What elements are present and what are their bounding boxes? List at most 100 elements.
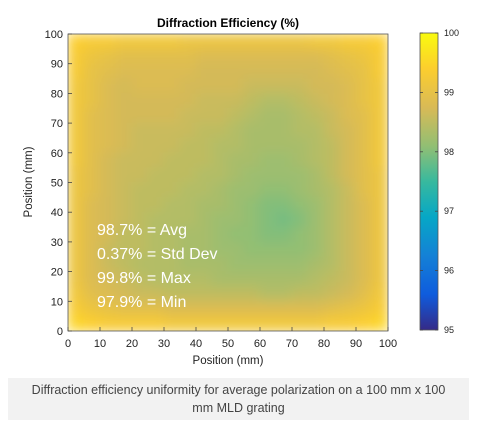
heatmap-cell	[323, 211, 341, 228]
heatmap-cell	[339, 152, 357, 169]
heatmap-cell	[195, 241, 213, 258]
heatmap-cell	[291, 92, 309, 109]
heatmap-cell	[307, 152, 325, 169]
heatmap-cell	[115, 271, 133, 287]
heatmap-cell	[163, 34, 181, 50]
heatmap-cell	[227, 78, 245, 94]
x-tick-label: 70	[286, 338, 298, 350]
heatmap-cell	[147, 137, 165, 154]
heatmap-cell	[371, 107, 388, 124]
heatmap-cell	[307, 63, 325, 80]
heatmap-cell	[179, 256, 197, 273]
heatmap-cell	[323, 107, 341, 124]
heatmap-cell	[307, 107, 325, 124]
heatmap-cell	[355, 34, 373, 50]
heatmap-cell	[227, 48, 245, 65]
heatmap-cell	[227, 211, 245, 228]
heatmap-cell	[307, 122, 325, 139]
heatmap-cell	[291, 122, 309, 139]
heatmap-cell	[179, 107, 197, 124]
heatmap-cell	[179, 285, 197, 302]
heatmap-cell	[291, 300, 309, 317]
heatmap-cell	[163, 315, 181, 331]
stat-annotation: 0.37% = Std Dev	[97, 246, 218, 263]
chart-title: Diffraction Efficiency (%)	[157, 16, 299, 30]
heatmap-cell	[131, 137, 149, 154]
heatmap-cell	[147, 271, 165, 287]
heatmap-cell	[211, 152, 229, 169]
heatmap-cell	[147, 107, 165, 124]
heatmap-cell	[307, 285, 325, 302]
heatmap-cell	[323, 167, 341, 183]
heatmap-cell	[195, 152, 213, 169]
colorbar-tick-label: 97	[444, 206, 454, 216]
heatmap-cell	[355, 315, 373, 331]
heatmap-cell	[68, 167, 85, 183]
heatmap-cell	[227, 226, 245, 243]
heatmap-cell	[339, 78, 357, 94]
heatmap-cell	[211, 182, 229, 198]
heatmap-cell	[275, 285, 293, 302]
heatmap-cell	[259, 211, 277, 228]
heatmap-cell	[275, 122, 293, 139]
heatmap-cell	[68, 92, 85, 109]
x-tick-label: 0	[65, 338, 71, 350]
heatmap-cell	[147, 48, 165, 65]
heatmap-cell	[131, 315, 149, 331]
heatmap-cell	[355, 63, 373, 80]
heatmap-cell	[339, 226, 357, 243]
heatmap-cell	[68, 196, 85, 213]
heatmap-cell	[83, 152, 101, 169]
heatmap-cell	[115, 300, 133, 317]
heatmap-cell	[99, 256, 117, 273]
heatmap-cell	[147, 196, 165, 213]
heatmap-cell	[131, 256, 149, 273]
heatmap-cell	[259, 63, 277, 80]
heatmap-cell	[227, 107, 245, 124]
heatmap-cell	[259, 48, 277, 65]
heatmap-cell	[115, 256, 133, 273]
heatmap-cell	[291, 226, 309, 243]
heatmap-cell	[291, 285, 309, 302]
heatmap-cell	[243, 92, 261, 109]
heatmap-cell	[355, 92, 373, 109]
heatmap-cell	[83, 226, 101, 243]
heatmap-cell	[163, 241, 181, 258]
heatmap-cell	[99, 92, 117, 109]
colorbar-tick-label: 98	[444, 147, 454, 157]
heatmap-cell	[243, 211, 261, 228]
heatmap-cell	[131, 48, 149, 65]
heatmap-cell	[371, 34, 388, 50]
heatmap-cell	[211, 34, 229, 50]
heatmap-cell	[259, 285, 277, 302]
heatmap-cell	[371, 167, 388, 183]
heatmap-cell	[115, 92, 133, 109]
heatmap-cell	[115, 122, 133, 139]
heatmap-cell	[323, 256, 341, 273]
heatmap-cell	[243, 315, 261, 331]
heatmap-cell	[83, 92, 101, 109]
heatmap-cell	[99, 182, 117, 198]
heatmap-cell	[243, 122, 261, 139]
heatmap-cell	[147, 92, 165, 109]
x-tick-label: 20	[126, 338, 138, 350]
heatmap-cell	[99, 63, 117, 80]
heatmap-cell	[371, 122, 388, 139]
heatmap-cell	[291, 63, 309, 80]
heatmap-cell	[291, 137, 309, 154]
heatmap-cell	[99, 271, 117, 287]
heatmap-cell	[115, 137, 133, 154]
heatmap-cell	[195, 122, 213, 139]
heatmap-cell	[147, 78, 165, 94]
heatmap-cell	[291, 271, 309, 287]
heatmap-cell	[195, 196, 213, 213]
heatmap-cell	[227, 92, 245, 109]
heatmap-cell	[243, 241, 261, 258]
heatmap-cell	[83, 78, 101, 94]
heatmap-cell	[371, 92, 388, 109]
heatmap-cell	[307, 48, 325, 65]
heatmap-cell	[275, 315, 293, 331]
heatmap-cell	[179, 92, 197, 109]
heatmap-cell	[211, 211, 229, 228]
heatmap-cell	[323, 241, 341, 258]
